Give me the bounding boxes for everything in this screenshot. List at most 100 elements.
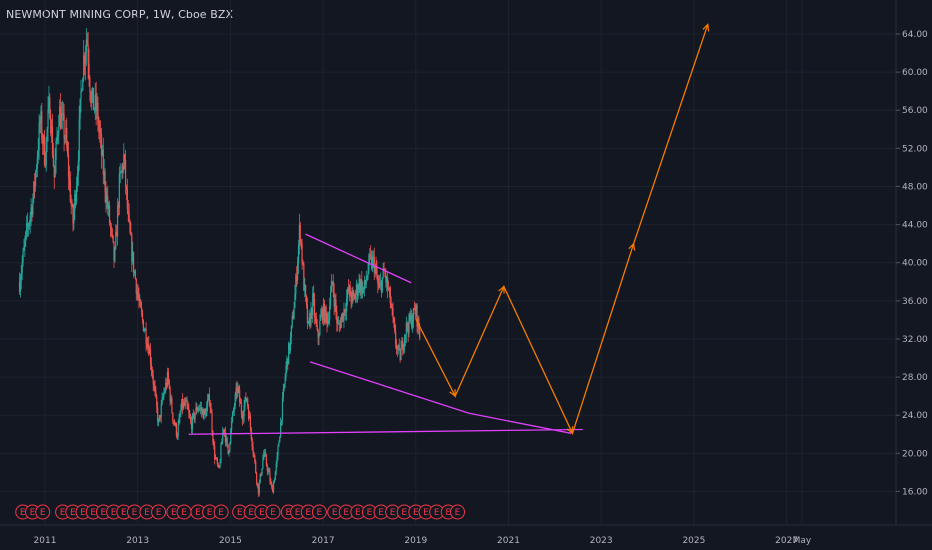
earnings-marker[interactable]: E [450,504,466,520]
candle-body [297,244,300,264]
candle-body [198,407,201,409]
earnings-marker[interactable]: E [151,504,167,520]
candle-body [345,311,347,313]
candle-body [192,412,194,415]
candle-body [91,96,93,104]
earnings-marker[interactable]: E [300,504,316,520]
channel-upper-line[interactable] [305,233,412,284]
candle-body [287,358,289,365]
candle-body [279,436,281,443]
earnings-marker[interactable]: E [95,504,111,520]
candle-body [401,341,403,349]
earnings-label: E [445,508,451,518]
candle-body [296,275,298,281]
earnings-label: E [20,508,26,518]
candle-body [189,413,191,418]
candle-body [382,268,384,278]
earnings-marker[interactable]: E [243,504,259,520]
candle-body [75,194,77,202]
earnings-marker[interactable]: E [311,504,327,520]
candle-body [240,403,243,415]
earnings-marker[interactable]: E [35,504,51,520]
candle-body [325,307,327,315]
price-tick-label: 16.00 [902,487,928,497]
earnings-marker[interactable]: E [126,504,142,520]
candle-body [293,308,295,319]
channel-lower-line[interactable] [309,361,572,434]
earnings-label: E [111,508,117,518]
candle-body [230,429,232,444]
candle-body [395,331,397,345]
candle-body [280,419,283,422]
candle-body [238,386,240,390]
candle-body [277,446,279,456]
candle-body [95,94,97,111]
candle-body [397,345,399,348]
candle-body [155,390,157,397]
candle-body [214,445,216,460]
candle-body [380,281,382,292]
projection-path[interactable] [415,24,709,436]
price-tick-label: 64.00 [902,30,928,40]
candle-body [399,349,401,361]
candle-body [241,414,243,420]
candle-body [126,188,128,210]
earnings-marker[interactable]: E [373,504,389,520]
candle-body [59,106,61,127]
candle-body [341,312,343,319]
earnings-label: E [144,508,150,518]
candle-body [378,284,380,288]
candle-body [237,386,239,393]
candle-body [215,457,218,459]
candle-body [252,446,254,453]
earnings-label: E [305,508,311,518]
earnings-marker[interactable]: E [176,504,192,520]
candle-body [32,198,34,215]
earnings-label: E [295,508,301,518]
candle-body [54,160,56,178]
candle-body [81,90,83,92]
price-tick-label: 24.00 [902,411,928,421]
candle-body [179,415,181,418]
candle-body [404,334,407,338]
candle-body [157,407,159,422]
earnings-circle [311,504,327,520]
candle-body [21,262,23,274]
candle-body [215,457,217,460]
candle-body [176,435,178,437]
candle-body [193,412,195,420]
candle-body [338,323,340,325]
earnings-label: E [218,508,224,518]
candle-body [284,377,286,385]
candle-body [220,445,222,463]
candle-body [395,344,398,350]
candle-body [76,174,79,187]
candle-body [197,408,199,412]
earnings-marker[interactable]: E [85,504,101,520]
earnings-marker[interactable]: E [213,504,229,520]
earnings-label: E [40,508,46,518]
earnings-marker[interactable]: E [65,504,81,520]
candle-body [234,394,236,407]
drawings[interactable] [188,23,710,436]
candle-body [107,196,109,209]
candle-body [331,281,333,283]
earnings-marker[interactable]: E [408,504,424,520]
candle-body [414,310,416,315]
candle-body [261,468,263,476]
candle-body [229,443,231,451]
candle-body [60,114,63,129]
candle-body [188,409,190,414]
candle-body [327,320,329,325]
support-line[interactable] [188,428,583,435]
candle-body [44,165,46,166]
price-axis[interactable]: 16.00 20.00 24.00 28.00 32.00 36.00 40.00 44.00… [896,30,928,497]
candle-body [50,126,53,133]
candle-body [299,224,301,241]
candle-body [332,281,334,293]
time-tick-label: 2011 [34,536,57,546]
earnings-marker[interactable]: E [265,504,281,520]
